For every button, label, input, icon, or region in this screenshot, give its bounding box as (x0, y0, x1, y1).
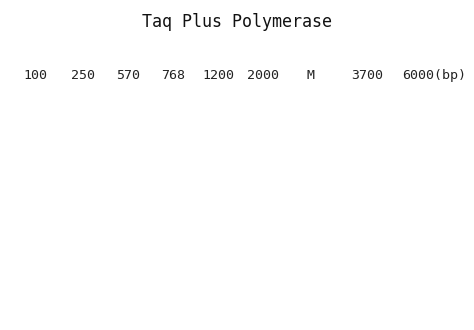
Ellipse shape (301, 208, 326, 212)
Text: 3700: 3700 (351, 69, 383, 82)
Ellipse shape (344, 212, 391, 223)
Text: 1200: 1200 (202, 69, 234, 82)
Ellipse shape (201, 207, 248, 217)
Text: 100: 100 (24, 69, 47, 82)
Ellipse shape (297, 206, 329, 213)
Ellipse shape (29, 293, 72, 306)
Ellipse shape (297, 280, 329, 288)
Ellipse shape (160, 228, 203, 236)
Text: Taq Plus Polymerase: Taq Plus Polymerase (142, 13, 332, 31)
Ellipse shape (71, 268, 121, 282)
Ellipse shape (297, 254, 329, 261)
Ellipse shape (301, 274, 326, 278)
Ellipse shape (301, 282, 326, 286)
Ellipse shape (297, 296, 329, 303)
Text: M: M (307, 69, 314, 82)
Ellipse shape (34, 296, 67, 303)
Ellipse shape (234, 187, 301, 208)
Ellipse shape (154, 224, 210, 240)
Text: 250: 250 (71, 69, 95, 82)
Ellipse shape (301, 290, 326, 294)
Text: 6000(bp): 6000(bp) (401, 69, 466, 82)
Ellipse shape (297, 264, 329, 272)
Ellipse shape (301, 305, 326, 309)
Ellipse shape (337, 208, 398, 228)
Ellipse shape (301, 256, 326, 260)
Ellipse shape (194, 202, 255, 221)
Ellipse shape (112, 246, 165, 260)
Ellipse shape (297, 243, 329, 250)
Ellipse shape (297, 228, 329, 236)
Ellipse shape (301, 298, 326, 302)
Ellipse shape (406, 160, 456, 174)
Text: 570: 570 (116, 69, 140, 82)
Ellipse shape (301, 266, 326, 270)
Ellipse shape (297, 273, 329, 280)
Text: 768: 768 (161, 69, 185, 82)
Ellipse shape (301, 230, 326, 234)
Text: 2000: 2000 (247, 69, 279, 82)
Ellipse shape (297, 183, 329, 191)
Ellipse shape (297, 303, 329, 311)
Ellipse shape (411, 163, 450, 171)
Ellipse shape (297, 289, 329, 296)
Ellipse shape (118, 249, 159, 256)
Ellipse shape (301, 185, 326, 189)
Ellipse shape (77, 271, 115, 279)
Ellipse shape (242, 191, 294, 203)
Ellipse shape (301, 245, 326, 248)
